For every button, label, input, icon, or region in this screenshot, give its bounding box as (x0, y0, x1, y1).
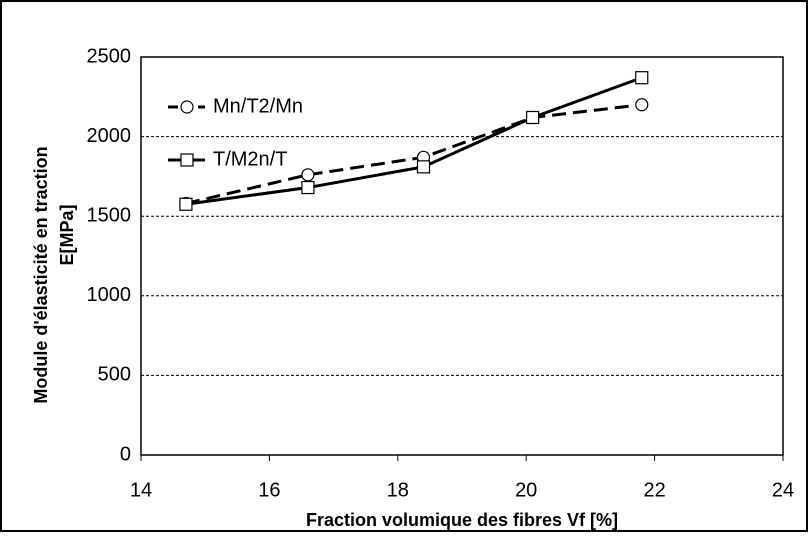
x-tick-label: 16 (258, 479, 280, 501)
x-axis-label: Fraction volumique des fibres Vf [%] (306, 510, 618, 530)
x-tick-label: 20 (515, 479, 537, 501)
plot-area (140, 56, 784, 456)
data-point (301, 180, 315, 195)
y-tick-label: 0 (120, 443, 131, 465)
x-tick-label: 18 (387, 479, 409, 501)
y-tick-label: 500 (98, 364, 131, 386)
y-axis-label-line: E[MPa] (57, 204, 77, 265)
y-tick-label: 2000 (87, 125, 132, 147)
y-axis-label: Module d'élasticité en traction E[MPa] (31, 146, 77, 403)
legend-marker (180, 100, 194, 114)
x-tick-label: 22 (643, 479, 665, 501)
legend-label: T/M2n/T (213, 148, 287, 170)
legend-label: Mn/T2/Mn (213, 95, 303, 117)
x-tick-label: 14 (130, 479, 152, 501)
data-point (179, 197, 193, 211)
y-tick-label: 1500 (87, 204, 132, 226)
data-point (416, 160, 431, 174)
x-tick-label: 24 (772, 479, 794, 501)
data-point (635, 98, 649, 112)
data-point (301, 168, 315, 182)
y-tick-label: 1000 (87, 284, 132, 306)
data-point (635, 71, 649, 85)
data-point (526, 110, 540, 125)
y-tick-label: 2500 (87, 45, 132, 67)
y-axis-label-line: Module d'élasticité en traction (31, 146, 51, 403)
legend-marker (180, 153, 194, 167)
